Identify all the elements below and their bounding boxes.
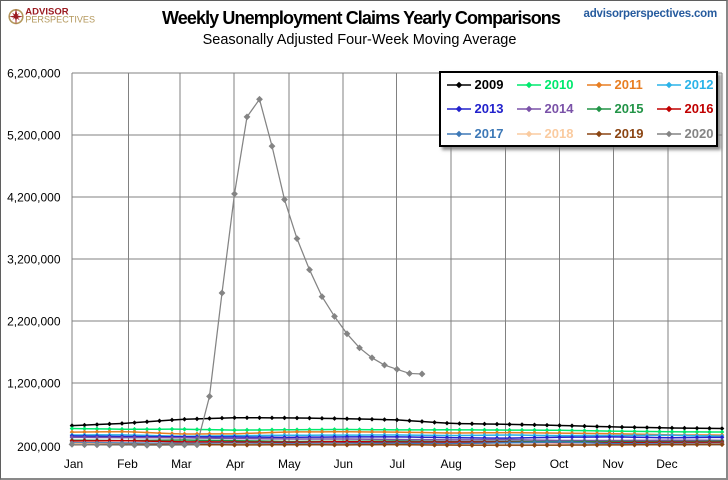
svg-text:5,200,000: 5,200,000 — [7, 129, 61, 143]
svg-text:Aug: Aug — [440, 457, 461, 471]
svg-text:Sep: Sep — [494, 457, 516, 471]
svg-text:200,000: 200,000 — [17, 440, 61, 454]
svg-text:Jul: Jul — [390, 457, 405, 471]
svg-text:6,200,000: 6,200,000 — [7, 67, 61, 81]
svg-text:Oct: Oct — [550, 457, 569, 471]
svg-text:ADVISOR: ADVISOR — [25, 6, 68, 17]
svg-text:1,200,000: 1,200,000 — [7, 377, 61, 391]
svg-text:Jun: Jun — [334, 457, 353, 471]
svg-text:4,200,000: 4,200,000 — [7, 191, 61, 205]
svg-text:PERSPECTIVES: PERSPECTIVES — [25, 15, 95, 25]
svg-text:Feb: Feb — [117, 457, 138, 471]
svg-text:3,200,000: 3,200,000 — [7, 253, 61, 267]
svg-text:2,200,000: 2,200,000 — [7, 315, 61, 329]
svg-text:Jan: Jan — [64, 457, 83, 471]
svg-text:Nov: Nov — [602, 457, 623, 471]
svg-text:May: May — [278, 457, 301, 471]
svg-text:Apr: Apr — [226, 457, 245, 471]
svg-text:Mar: Mar — [171, 457, 192, 471]
svg-text:Dec: Dec — [656, 457, 677, 471]
